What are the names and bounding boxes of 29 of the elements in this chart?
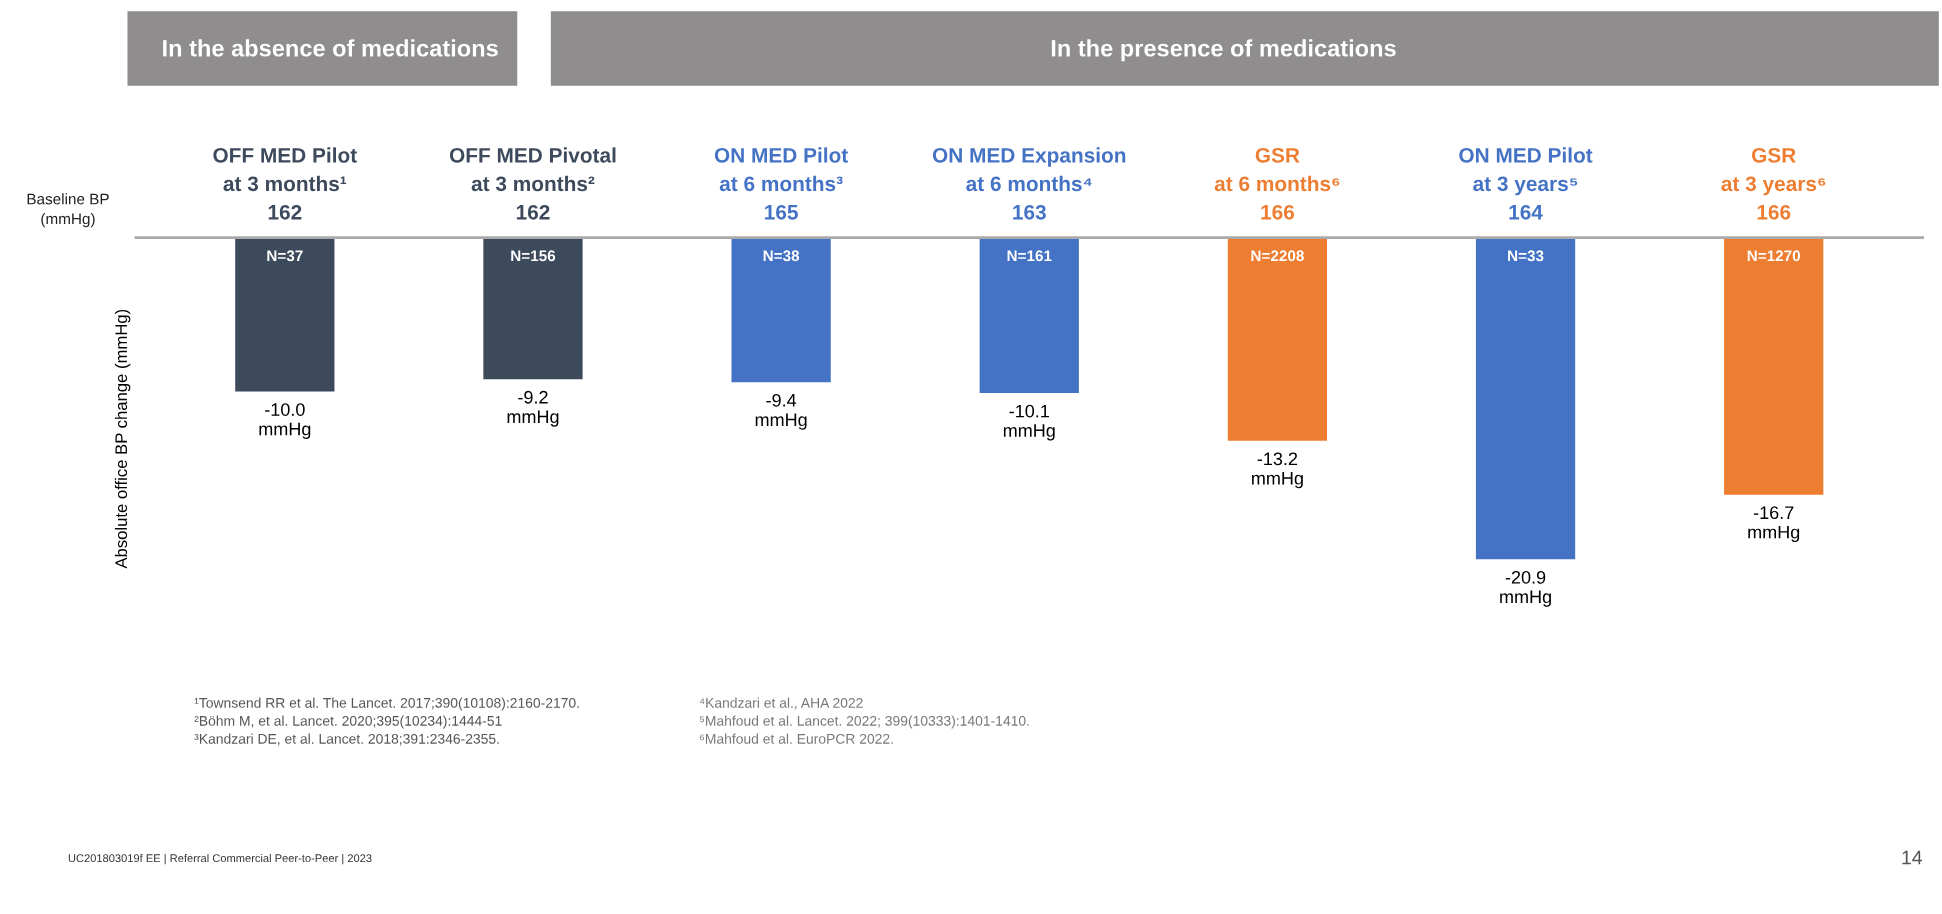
data-label: -9.2 mmHg bbox=[507, 390, 559, 427]
data-label: -13.2 mmHg bbox=[1252, 452, 1303, 489]
annotation: N=161 bbox=[1007, 250, 1052, 262]
annotation: N=1270 bbox=[1747, 250, 1801, 262]
data-label: -10.0 mmHg bbox=[259, 403, 311, 439]
x-tick-label: GSR at 3 years⁶ 166 bbox=[1721, 147, 1826, 220]
data-label: -20.9 mmHg bbox=[1500, 570, 1551, 607]
x-tick-label: ON MED Pilot at 3 years⁵ 164 bbox=[1459, 147, 1593, 220]
x-tick-label: OFF MED Pivotal at 3 months² 162 bbox=[449, 147, 616, 220]
x-tick-label: GSR at 6 months⁶ 166 bbox=[1214, 147, 1340, 220]
annotation: N=37 bbox=[267, 250, 303, 262]
annotation: N=33 bbox=[1508, 250, 1544, 262]
data-label: -9.4 mmHg bbox=[755, 393, 807, 430]
text: In the absence of medications bbox=[163, 39, 498, 57]
x-tick-label: ON MED Expansion at 6 months⁴ 163 bbox=[932, 147, 1126, 220]
annotation: N=38 bbox=[763, 250, 800, 262]
data-label: -10.1 mmHg bbox=[1003, 404, 1055, 441]
x-tick-label: ON MED Pilot at 6 months³ 165 bbox=[714, 147, 848, 220]
text: UC201803019f EE | Referral Commercial Peer-to-Peer | 2023 bbox=[68, 853, 372, 865]
text: In the presence of medications bbox=[1051, 39, 1396, 62]
text: ¹Townsend RR et al. The Lancet. 2017;390(10108):2160-2170. ²Böhm M, et al. Lancet. 2020;395(10234):1444-51 ³Kandzari DE, et al. Lancet. 2018;391:2346-2355. bbox=[194, 697, 579, 746]
x-tick-label: OFF MED Pilot at 3 months¹ 162 bbox=[213, 147, 357, 220]
data-label: -16.7 mmHg bbox=[1748, 506, 1800, 543]
annotation: N=156 bbox=[511, 250, 556, 262]
text: ⁴Kandzari et al., AHA 2022 ⁵Mahfoud et al. Lancet. 2022; 399(10333):1401-1410. ⁶Mahfoud et al. EuroPCR 2022. bbox=[699, 697, 1029, 744]
annotation: N=2208 bbox=[1251, 250, 1304, 262]
text: 14 bbox=[1902, 850, 1923, 865]
y-axis-title: Absolute office BP change (mmHg) bbox=[114, 309, 131, 569]
text: Baseline BP (mmHg) bbox=[27, 193, 109, 228]
